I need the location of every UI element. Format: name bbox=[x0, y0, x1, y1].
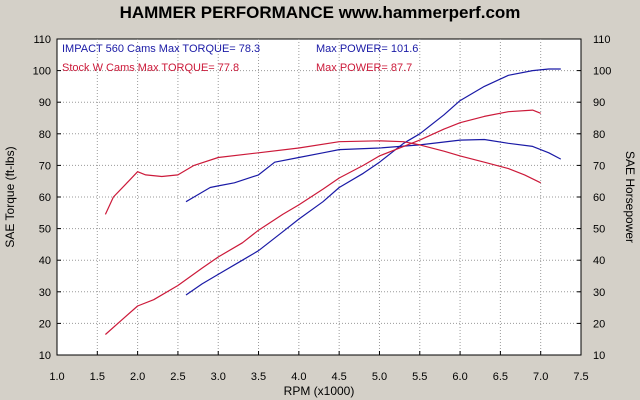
y-tick-label-right: 20 bbox=[593, 318, 605, 330]
y-tick-label-right: 40 bbox=[593, 255, 605, 267]
y-tick-label-right: 30 bbox=[593, 287, 605, 299]
x-tick-label: 6.5 bbox=[493, 371, 508, 383]
legend-torque-entry: IMPACT 560 Cams Max TORQUE= 78.3 bbox=[62, 43, 260, 55]
y-tick-label-right: 80 bbox=[593, 129, 605, 141]
y-tick-label-left: 100 bbox=[33, 66, 51, 78]
chart-title: HAMMER PERFORMANCE www.hammerperf.com bbox=[120, 3, 521, 22]
y-tick-label-right: 70 bbox=[593, 160, 605, 172]
x-tick-label: 1.5 bbox=[90, 371, 105, 383]
x-tick-label: 3.5 bbox=[251, 371, 266, 383]
series-line-impact-560-cams-power bbox=[185, 68, 561, 296]
y-tick-label-right: 10 bbox=[593, 350, 605, 362]
y-axis-label-left: SAE Torque (ft-lbs) bbox=[3, 146, 17, 247]
y-tick-label-right: 100 bbox=[593, 66, 611, 78]
legend-torque-entry: Stock W Cams Max TORQUE= 77.8 bbox=[62, 62, 239, 74]
x-tick-label: 4.5 bbox=[332, 371, 347, 383]
y-axis-label-right: SAE Horsepower bbox=[623, 151, 637, 243]
x-tick-label: 7.5 bbox=[573, 371, 588, 383]
y-tick-label-left: 60 bbox=[39, 192, 51, 204]
y-tick-label-left: 90 bbox=[39, 97, 51, 109]
y-tick-label-left: 110 bbox=[33, 34, 51, 46]
series-line-impact-560-cams-torque bbox=[185, 138, 562, 203]
y-tick-label-right: 50 bbox=[593, 224, 605, 236]
x-tick-label: 3.0 bbox=[211, 371, 226, 383]
series-line-stock-w-cams-power bbox=[105, 109, 541, 335]
axis-ticks: 1.0 1.5 2.0 2.5 3.0 3.5 4.0 4.5 5.0 5.5 6.0 6.5 7.0 7… bbox=[33, 34, 612, 383]
x-tick-label: 7.0 bbox=[533, 371, 548, 383]
x-axis-label: RPM (x1000) bbox=[284, 384, 355, 398]
x-tick-label: 5.0 bbox=[372, 371, 387, 383]
y-tick-label-right: 90 bbox=[593, 97, 605, 109]
y-tick-label-right: 60 bbox=[593, 192, 605, 204]
legend: IMPACT 560 Cams Max TORQUE= 78.3 Max POWE… bbox=[62, 43, 418, 74]
y-tick-label-left: 70 bbox=[39, 160, 51, 172]
y-tick-label-left: 40 bbox=[39, 255, 51, 267]
y-tick-label-left: 80 bbox=[39, 129, 51, 141]
series-line-stock-w-cams-torque bbox=[104, 140, 541, 215]
series-lines bbox=[104, 68, 562, 335]
x-tick-label: 2.5 bbox=[170, 371, 185, 383]
grid-lines bbox=[57, 39, 581, 355]
x-tick-label: 4.0 bbox=[291, 371, 306, 383]
legend-power-entry: Max POWER= 87.7 bbox=[316, 62, 412, 74]
y-tick-label-right: 110 bbox=[593, 34, 611, 46]
x-tick-label: 2.0 bbox=[130, 371, 145, 383]
legend-power-entry: Max POWER= 101.6 bbox=[316, 43, 418, 55]
y-tick-label-left: 10 bbox=[39, 350, 51, 362]
x-tick-label: 1.0 bbox=[49, 371, 64, 383]
y-tick-label-left: 50 bbox=[39, 224, 51, 236]
y-tick-label-left: 20 bbox=[39, 318, 51, 330]
y-tick-label-left: 30 bbox=[39, 287, 51, 299]
x-tick-label: 6.0 bbox=[452, 371, 467, 383]
x-tick-label: 5.5 bbox=[412, 371, 427, 383]
